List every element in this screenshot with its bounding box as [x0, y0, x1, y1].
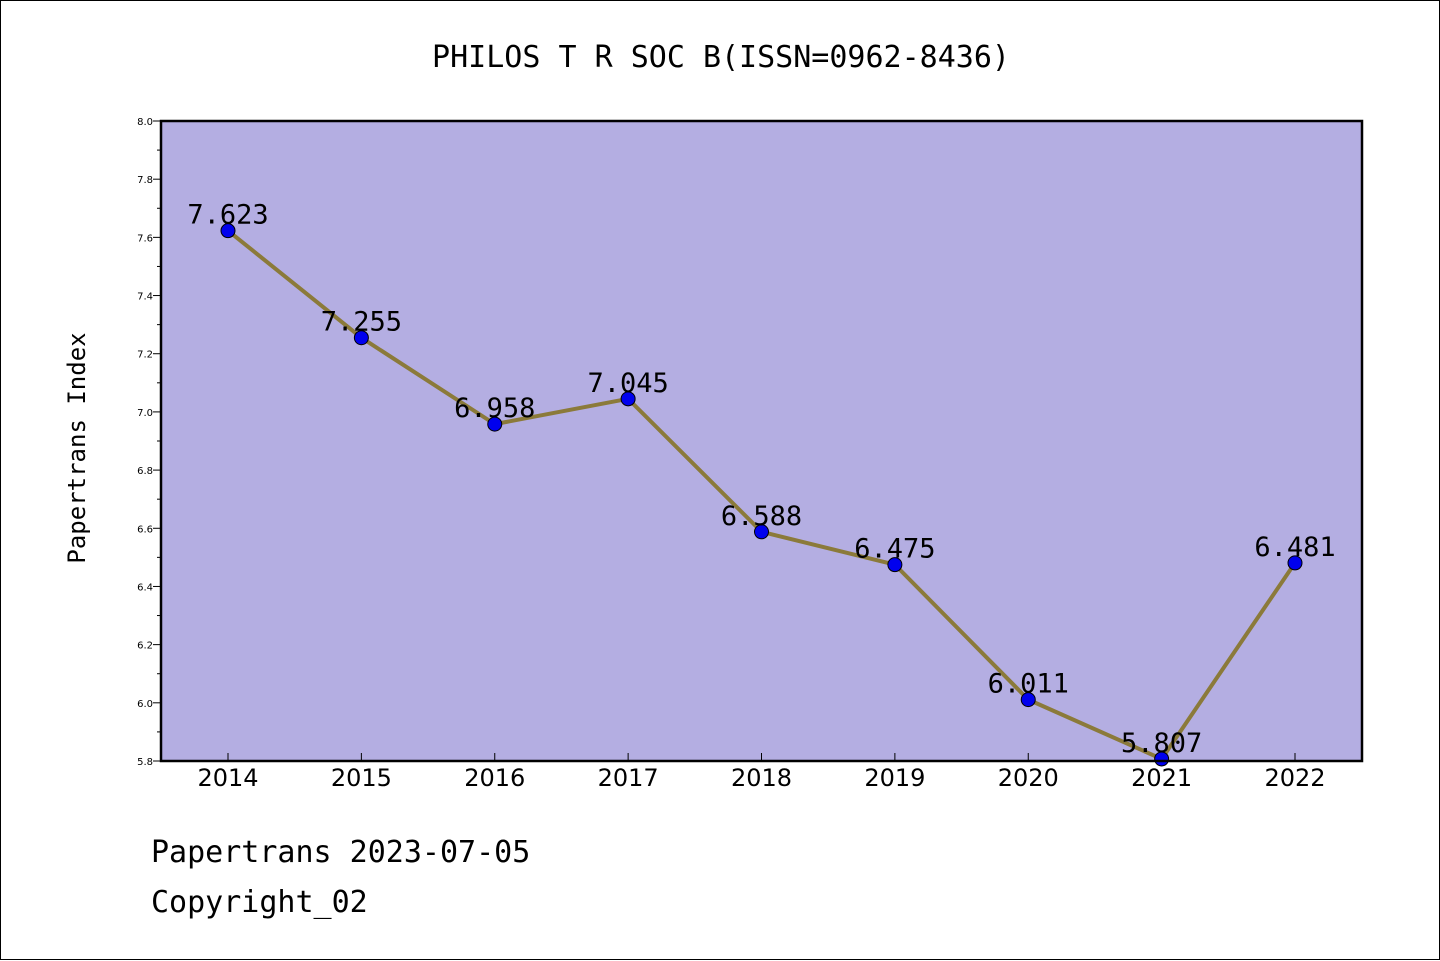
- x-tick-label: 2016: [464, 764, 525, 792]
- y-axis: 5.8 6.0 6.2 6.4 6.6 6.8 7.0 7.2 7.4 7.6 7.8 8.0: [137, 117, 161, 768]
- data-label: 7.623: [187, 200, 268, 231]
- data-label: 6.958: [454, 393, 535, 424]
- x-tick-label: 2018: [731, 764, 792, 792]
- data-label: 5.807: [1121, 728, 1202, 759]
- data-point: [1287, 555, 1303, 571]
- y-axis-label: Papertrans Index: [63, 332, 91, 563]
- y-tick-label: 6.6: [137, 524, 153, 535]
- y-tick-label: 6.8: [137, 466, 153, 477]
- series-layer: 7.623 7.255 6.958 7.045 6.588 6.475 6.011 5.807…: [187, 200, 1336, 767]
- x-tick-label: 2015: [331, 764, 392, 792]
- y-tick-label: 7.6: [137, 233, 153, 244]
- y-tick-label: 8.0: [137, 117, 153, 128]
- y-tick-label: 6.4: [137, 582, 153, 593]
- footer-copyright: Copyright_02: [151, 885, 368, 920]
- data-label: 6.475: [854, 534, 935, 565]
- data-label: 6.481: [1254, 532, 1335, 563]
- x-axis: 2014 2015 2016 2017 2018 2019 2020 2021 2022: [197, 753, 1326, 792]
- x-tick-label: 2020: [998, 764, 1059, 792]
- data-point: [220, 223, 236, 239]
- x-tick-label: 2021: [1131, 764, 1192, 792]
- chart-title: PHILOS T R SOC B(ISSN=0962-8436): [432, 40, 1010, 75]
- x-tick-label: 2017: [598, 764, 659, 792]
- y-tick-label: 7.8: [137, 175, 153, 186]
- y-tick-label: 7.2: [137, 350, 153, 361]
- data-point: [1154, 751, 1170, 767]
- x-tick-label: 2019: [864, 764, 925, 792]
- x-tick-label: 2014: [197, 764, 258, 792]
- data-point: [487, 416, 503, 432]
- data-point: [353, 330, 369, 346]
- plot-border: [159, 119, 1364, 763]
- x-tick-label: 2022: [1264, 764, 1325, 792]
- y-tick-label: 6.2: [137, 641, 153, 652]
- data-point: [754, 524, 769, 540]
- data-point: [620, 391, 636, 407]
- data-label: 6.011: [988, 669, 1069, 700]
- data-label: 6.588: [721, 501, 802, 532]
- plot-area: [161, 121, 1362, 761]
- data-point: [887, 557, 903, 573]
- y-tick-label: 7.4: [137, 292, 153, 303]
- y-tick-label: 5.8: [137, 757, 153, 768]
- footer-date: Papertrans 2023-07-05: [151, 835, 531, 870]
- y-tick-label: 6.0: [137, 699, 153, 710]
- data-label: 7.045: [587, 368, 668, 399]
- y-tick-label: 7.0: [137, 408, 153, 419]
- data-point: [1020, 692, 1036, 708]
- data-label: 7.255: [321, 307, 402, 338]
